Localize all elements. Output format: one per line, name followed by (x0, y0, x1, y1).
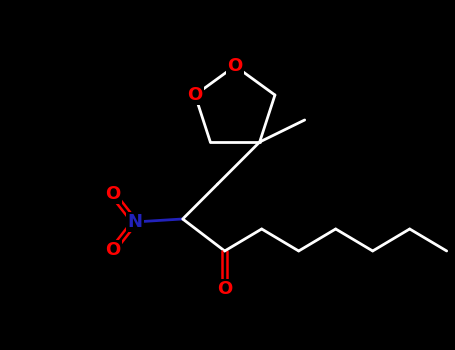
Text: O: O (105, 241, 120, 259)
Text: O: O (217, 280, 233, 298)
Text: O: O (228, 57, 243, 75)
Text: N: N (127, 213, 142, 231)
Text: O: O (187, 86, 202, 104)
Text: O: O (105, 185, 120, 203)
